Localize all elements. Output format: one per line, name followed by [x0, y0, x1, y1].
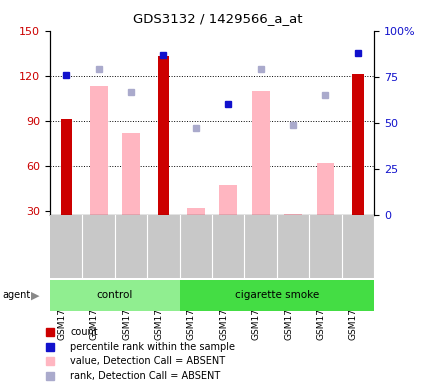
Bar	[60, 119, 72, 215]
Bar	[352, 74, 363, 215]
Text: value, Detection Call = ABSENT: value, Detection Call = ABSENT	[70, 356, 225, 366]
Text: control: control	[96, 290, 133, 300]
Bar	[179, 280, 373, 311]
Text: cigarette smoke: cigarette smoke	[234, 290, 318, 300]
Bar	[251, 91, 269, 215]
Bar	[89, 86, 107, 215]
Bar	[122, 132, 140, 215]
Bar	[187, 207, 204, 215]
Bar	[50, 280, 179, 311]
Text: percentile rank within the sample: percentile rank within the sample	[70, 342, 234, 352]
Text: rank, Detection Call = ABSENT: rank, Detection Call = ABSENT	[70, 371, 220, 381]
Bar	[219, 185, 237, 215]
Bar	[316, 162, 334, 215]
Text: ▶: ▶	[31, 290, 40, 300]
Text: GDS3132 / 1429566_a_at: GDS3132 / 1429566_a_at	[132, 12, 302, 25]
Bar	[283, 214, 301, 215]
Text: agent: agent	[2, 290, 30, 300]
Text: count: count	[70, 327, 98, 337]
Bar	[158, 56, 169, 215]
